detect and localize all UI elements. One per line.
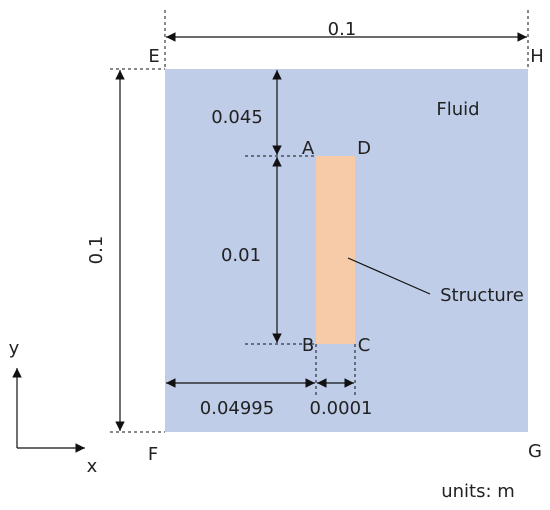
dim-label: 0.1 <box>86 236 107 265</box>
region-label: Fluid <box>436 99 479 120</box>
dim-label: 0.0001 <box>310 398 373 419</box>
corner-label: D <box>357 138 371 159</box>
dim-label: 0.01 <box>221 245 261 266</box>
axis-label: y <box>9 338 20 359</box>
extension-lines <box>110 10 529 433</box>
corner-label: H <box>530 46 544 67</box>
units-label: units: m <box>441 481 515 502</box>
region-label: Structure <box>440 285 524 306</box>
corner-label: A <box>302 138 315 159</box>
dimension-arrows <box>115 32 527 431</box>
structure <box>316 156 355 344</box>
dim-label: 0.1 <box>328 19 357 40</box>
dim-label: 0.045 <box>211 107 263 128</box>
axis-label: x <box>87 456 98 477</box>
corner-label: F <box>148 444 158 465</box>
corner-label: G <box>528 441 542 462</box>
coordinate-axes <box>12 368 85 453</box>
corner-label: B <box>302 335 314 356</box>
corner-label: C <box>358 335 371 356</box>
dim-label: 0.04995 <box>200 398 274 419</box>
corner-label: E <box>148 46 159 67</box>
